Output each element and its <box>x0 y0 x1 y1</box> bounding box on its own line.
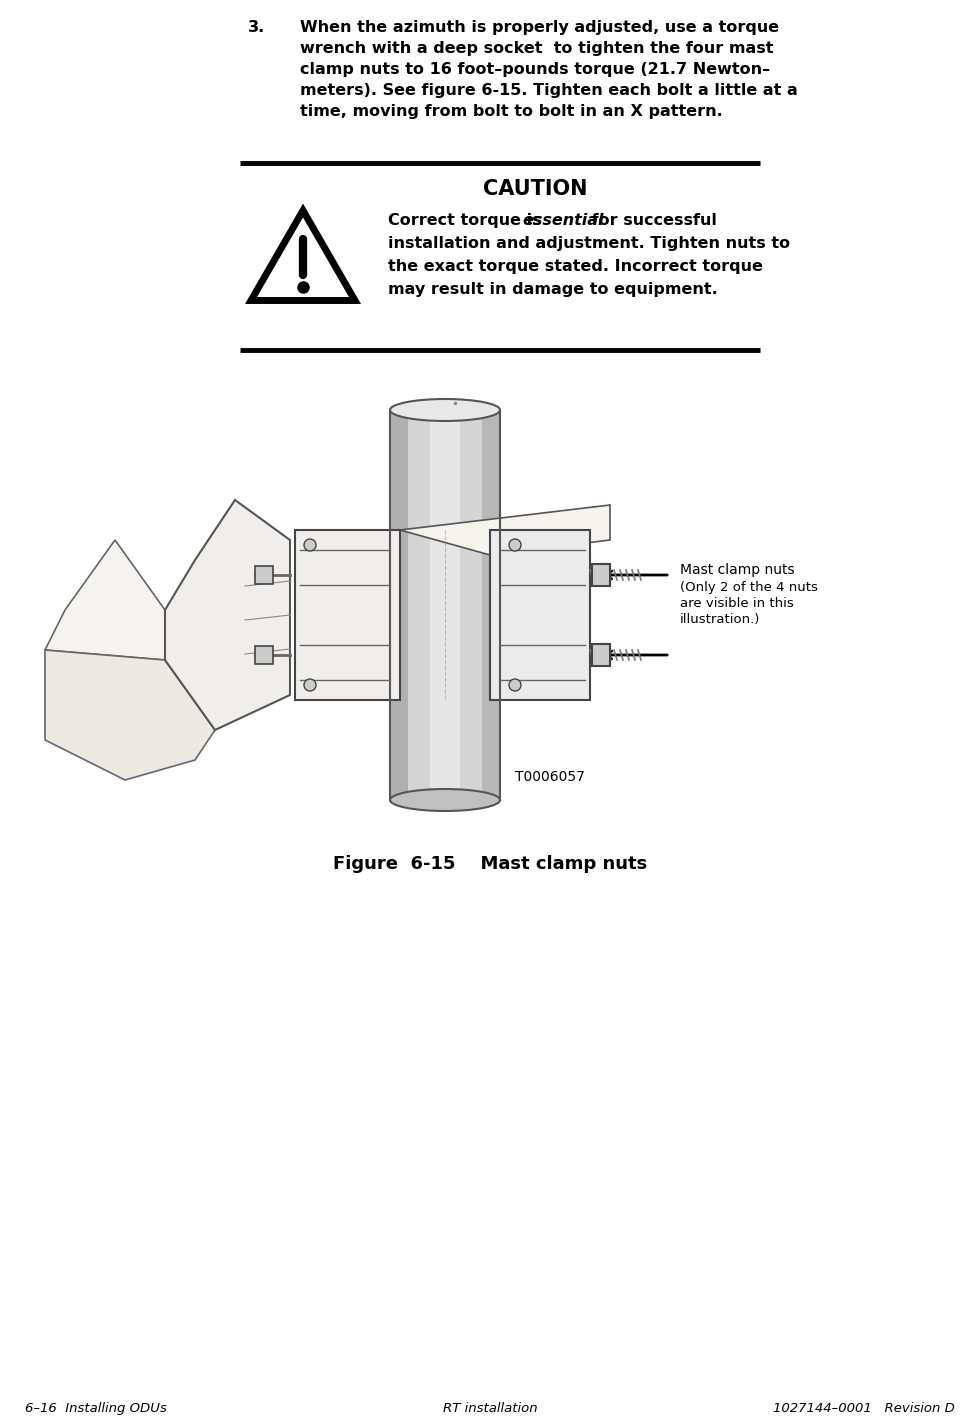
Bar <box>295 530 400 700</box>
Text: illustration.): illustration.) <box>680 613 760 625</box>
Polygon shape <box>45 540 165 660</box>
Text: CAUTION: CAUTION <box>483 178 587 198</box>
Text: essential: essential <box>522 213 604 228</box>
Text: meters). See figure 6-15. Tighten each bolt a little at a: meters). See figure 6-15. Tighten each b… <box>300 83 798 99</box>
Bar <box>390 410 500 800</box>
Bar <box>592 564 610 585</box>
Polygon shape <box>400 506 610 555</box>
Text: Figure  6-15    Mast clamp nuts: Figure 6-15 Mast clamp nuts <box>333 855 647 873</box>
Text: may result in damage to equipment.: may result in damage to equipment. <box>388 281 717 297</box>
Bar <box>255 565 273 584</box>
Text: When the azimuth is properly adjusted, use a torque: When the azimuth is properly adjusted, u… <box>300 20 779 36</box>
Text: time, moving from bolt to bolt in an X pattern.: time, moving from bolt to bolt in an X p… <box>300 104 722 119</box>
Text: for successful: for successful <box>586 213 717 228</box>
Circle shape <box>509 538 521 551</box>
Polygon shape <box>251 210 355 300</box>
Ellipse shape <box>390 398 500 421</box>
Bar <box>592 644 610 665</box>
Text: 1027144–0001   Revision D: 1027144–0001 Revision D <box>773 1402 955 1415</box>
Text: (Only 2 of the 4 nuts: (Only 2 of the 4 nuts <box>680 581 818 594</box>
Text: installation and adjustment. Tighten nuts to: installation and adjustment. Tighten nut… <box>388 236 790 251</box>
Circle shape <box>304 678 316 691</box>
Text: Correct torque is: Correct torque is <box>388 213 547 228</box>
Text: clamp nuts to 16 foot–pounds torque (21.7 Newton–: clamp nuts to 16 foot–pounds torque (21.… <box>300 61 770 77</box>
Text: Mast clamp nuts: Mast clamp nuts <box>680 563 795 577</box>
Bar <box>482 410 500 800</box>
Bar <box>430 410 460 800</box>
Text: the exact torque stated. Incorrect torque: the exact torque stated. Incorrect torqu… <box>388 258 762 274</box>
Polygon shape <box>165 500 290 730</box>
Text: T0006057: T0006057 <box>515 770 585 784</box>
Text: 3.: 3. <box>248 20 266 36</box>
Text: wrench with a deep socket  to tighten the four mast: wrench with a deep socket to tighten the… <box>300 41 773 56</box>
Bar <box>490 530 590 700</box>
Polygon shape <box>45 650 215 780</box>
Bar <box>390 410 408 800</box>
Ellipse shape <box>390 790 500 811</box>
Text: RT installation: RT installation <box>443 1402 537 1415</box>
Text: 6–16  Installing ODUs: 6–16 Installing ODUs <box>25 1402 167 1415</box>
Bar <box>390 410 500 800</box>
Text: are visible in this: are visible in this <box>680 597 794 610</box>
Circle shape <box>509 678 521 691</box>
Circle shape <box>304 538 316 551</box>
Bar <box>255 645 273 664</box>
